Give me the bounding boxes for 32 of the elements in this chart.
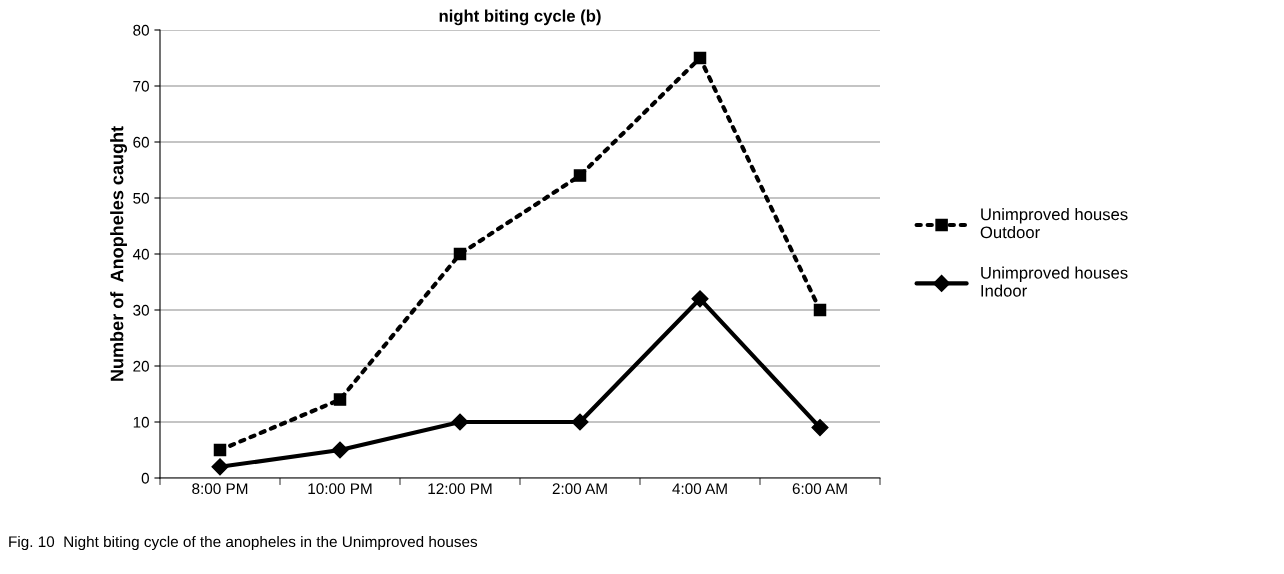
y-tick-label: 40 (132, 248, 149, 260)
y-tick-label: 50 (133, 192, 149, 204)
point (213, 443, 227, 457)
legend-label: Unimproved houses Outdoor (980, 208, 1128, 239)
point (693, 51, 707, 65)
y-tick-label: 10 (133, 416, 149, 428)
x-tick-label: 10:00 PM (308, 483, 372, 495)
point (573, 169, 587, 182)
x-tick-label: 12:00 PM (428, 483, 492, 495)
point (211, 458, 229, 476)
y-tick-label: 60 (133, 136, 149, 148)
caption: Fig. 10 Night biting cycle of the anopheles in the Unimproved houses (9, 535, 478, 551)
legend-label: Unimproved houses Indoor (981, 266, 1128, 297)
y-axis-title: Number of Anopheles caught (110, 126, 128, 381)
point (811, 419, 829, 437)
y-tick-label: 0 (141, 472, 149, 484)
y-tick-label: 20 (133, 360, 149, 372)
y-tick-label: 80 (133, 24, 149, 36)
x-tick-label: 6:00 AM (792, 483, 847, 495)
point (453, 247, 467, 261)
y-tick-label: 30 (133, 304, 149, 316)
chart-title: night biting cycle (b) (439, 9, 601, 26)
point (813, 303, 827, 317)
point (451, 413, 469, 431)
y-tick-label: 70 (133, 80, 149, 92)
point (333, 393, 347, 406)
x-tick-label: 2:00 AM (552, 483, 607, 495)
point (571, 413, 589, 431)
point (331, 441, 349, 459)
x-tick-label: 8:00 PM (192, 483, 248, 495)
point (691, 290, 709, 308)
x-tick-label: 4:00 AM (672, 483, 727, 495)
